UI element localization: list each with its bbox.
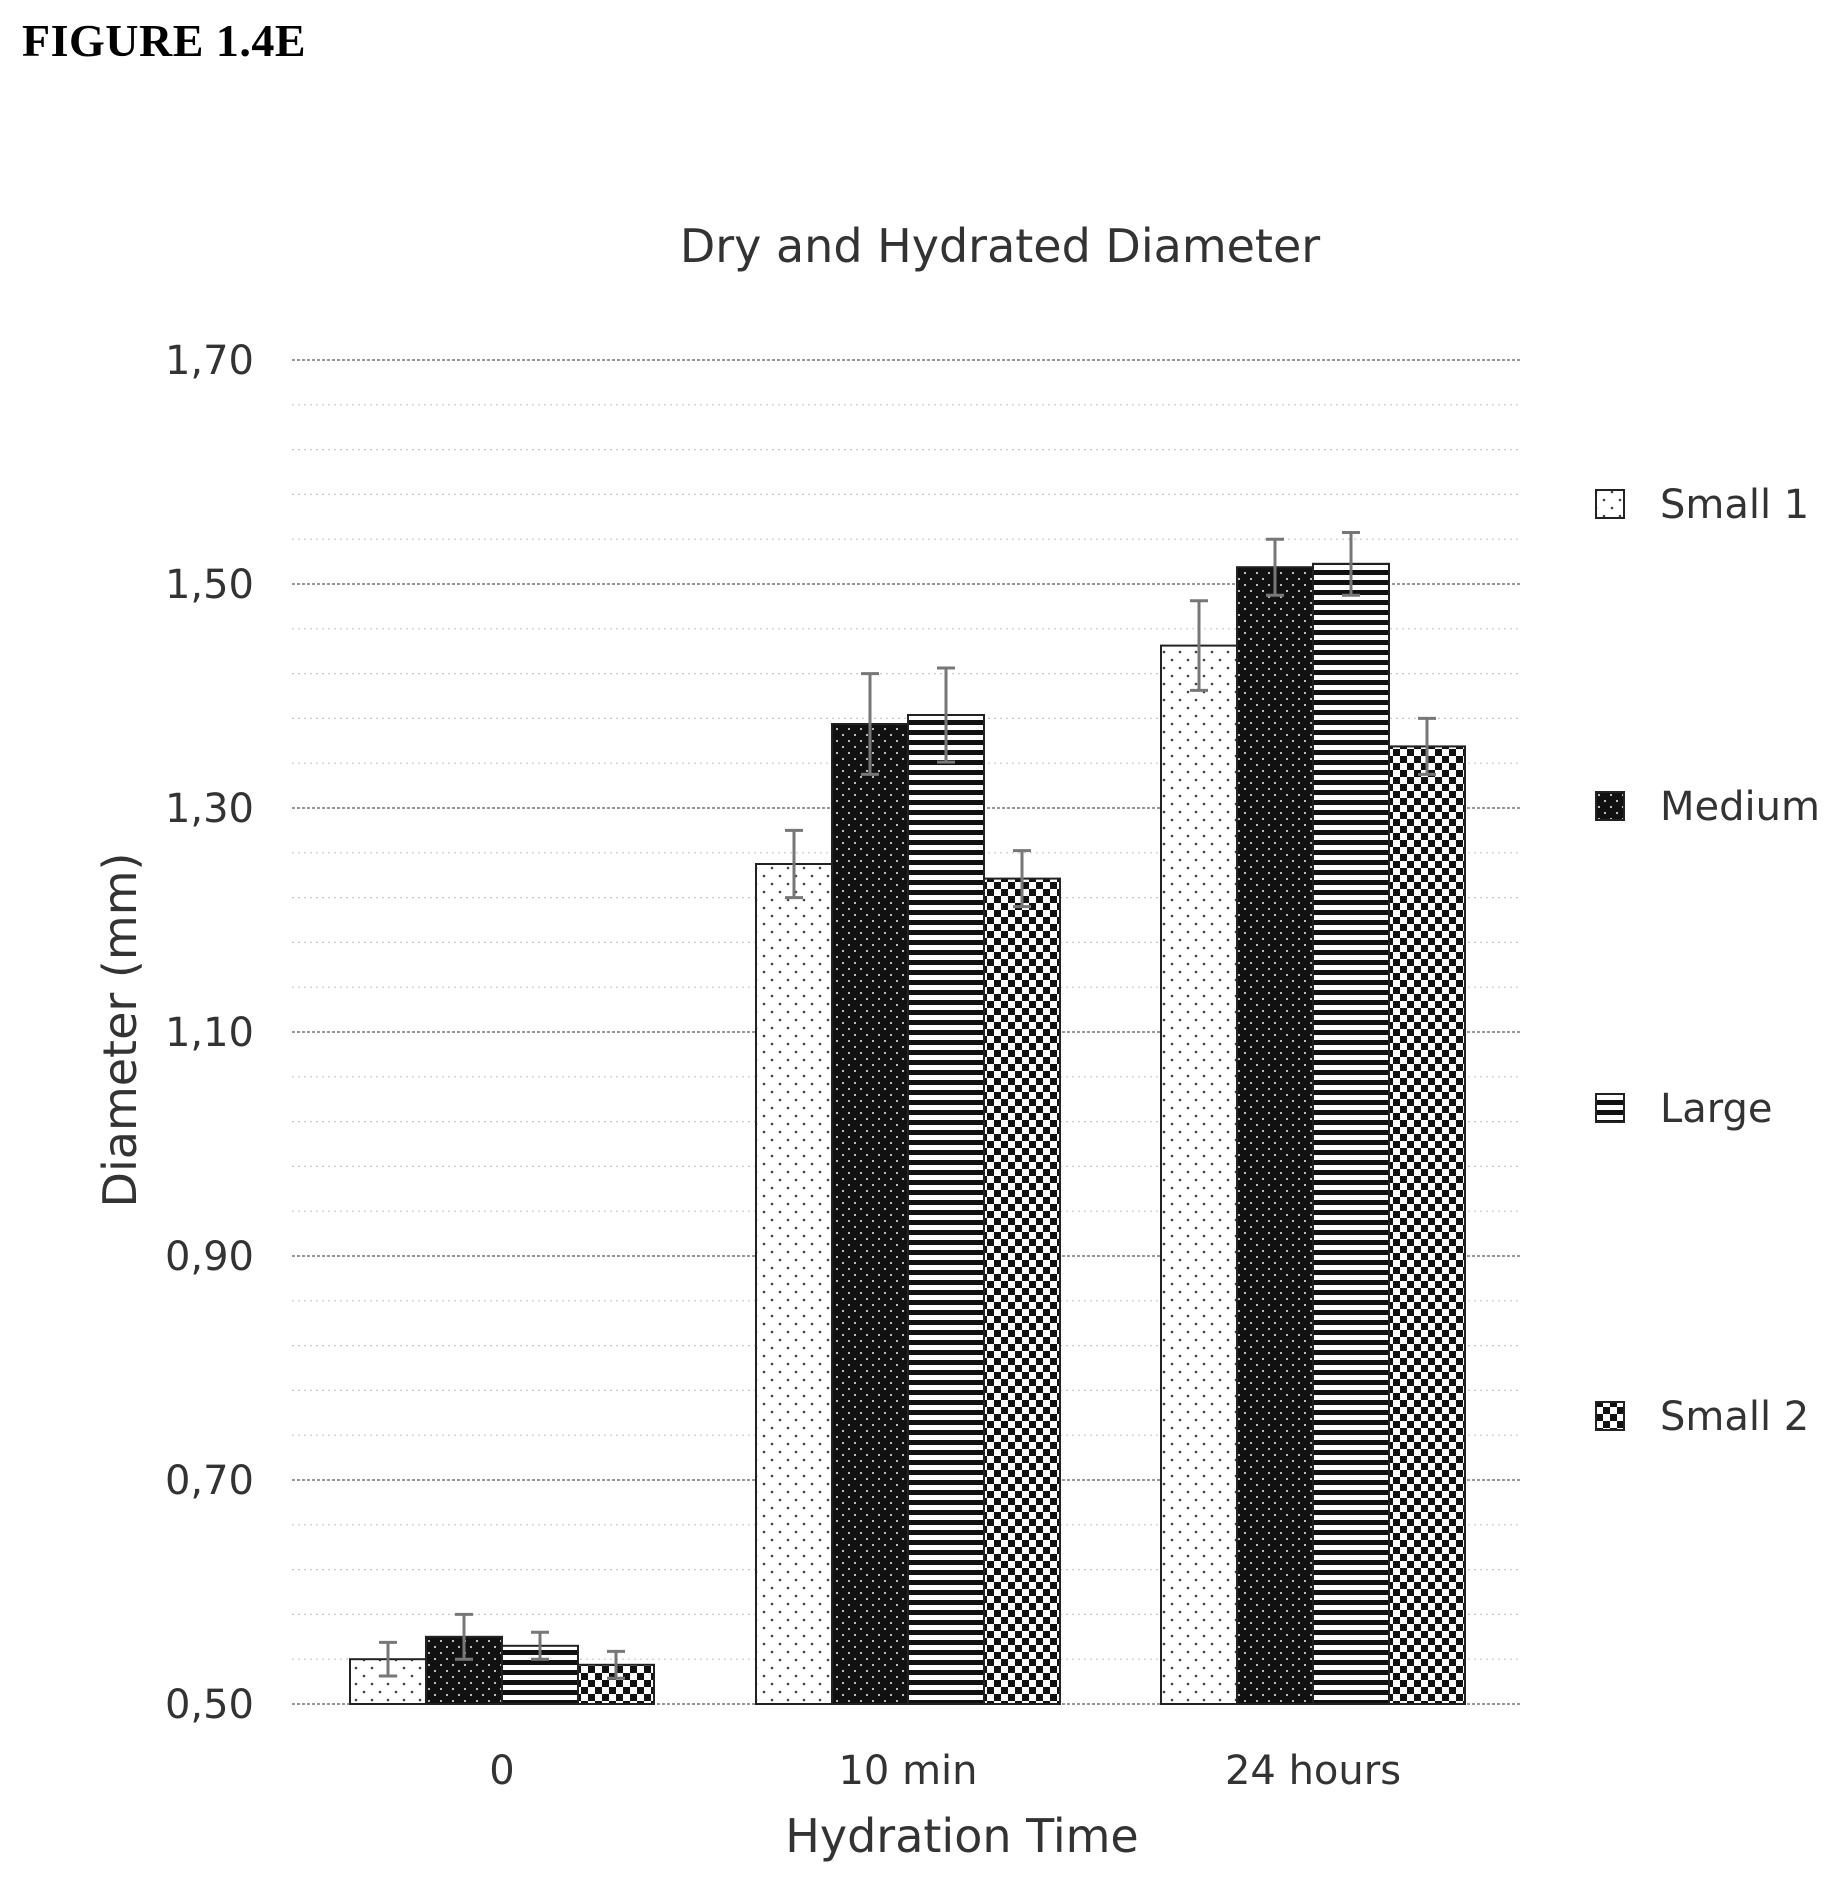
y-tick-label: 1,70	[165, 338, 254, 384]
y-axis-ticks: 0,50 0,70 0,90 1,10 1,30 1,50 1,70	[165, 338, 254, 1728]
y-tick-label: 1,50	[165, 562, 254, 608]
error-bars	[379, 531, 1436, 1680]
y-tick-label: 0,50	[165, 1682, 254, 1728]
chart-title: Dry and Hydrated Diameter	[680, 219, 1320, 273]
legend-swatch	[1595, 1093, 1625, 1123]
x-axis-categories: 0 10 min 24 hours	[489, 1748, 1401, 1794]
y-tick-label: 1,10	[165, 1010, 254, 1056]
legend-swatch	[1595, 791, 1625, 821]
bar	[1312, 562, 1390, 1705]
bar	[1236, 566, 1314, 1706]
bar	[983, 877, 1061, 1705]
bar	[1388, 745, 1466, 1705]
legend-label: Small 2	[1660, 1394, 1809, 1440]
legend-swatch	[1595, 1401, 1625, 1431]
x-axis-label: Hydration Time	[785, 1809, 1138, 1863]
legend-label: Medium	[1660, 784, 1820, 830]
y-tick-label: 0,70	[165, 1458, 254, 1504]
bar	[831, 723, 909, 1705]
legend-label: Large	[1660, 1086, 1773, 1132]
x-tick-label: 10 min	[838, 1748, 977, 1794]
x-tick-label: 24 hours	[1225, 1748, 1401, 1794]
bar	[907, 714, 985, 1705]
y-axis-label: Diameter (mm)	[93, 853, 147, 1208]
figure-label: FIGURE 1.4E	[22, 15, 307, 66]
x-tick-label: 0	[489, 1748, 514, 1794]
legend: Small 1 Medium Large Small 2	[1595, 482, 1820, 1440]
bar	[1160, 644, 1238, 1705]
y-tick-label: 1,30	[165, 786, 254, 832]
bar	[755, 863, 833, 1705]
y-tick-label: 0,90	[165, 1234, 254, 1280]
legend-swatch	[1595, 489, 1625, 519]
legend-label: Small 1	[1660, 482, 1809, 528]
bars	[349, 562, 1466, 1706]
